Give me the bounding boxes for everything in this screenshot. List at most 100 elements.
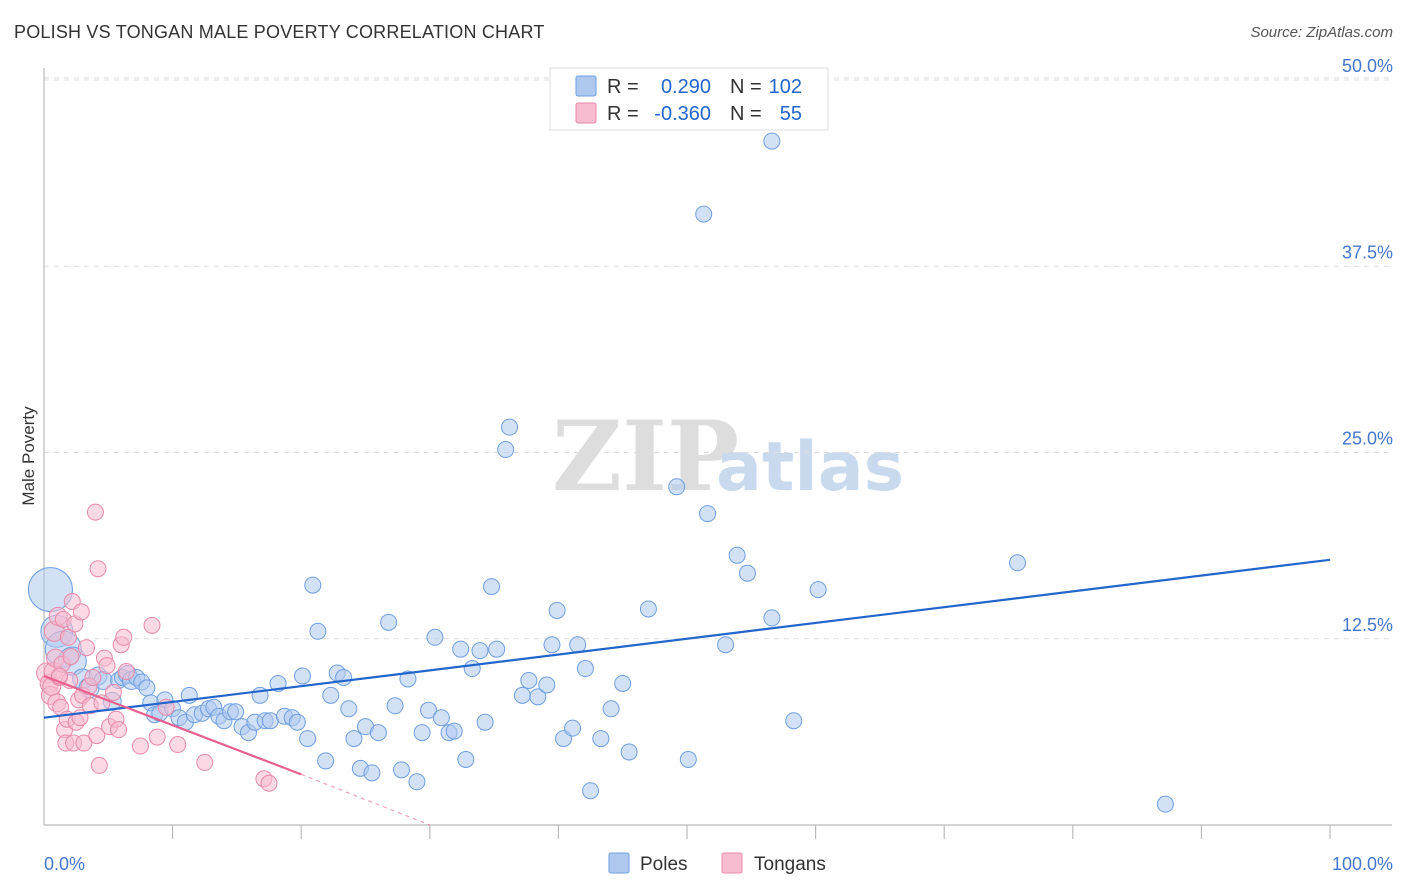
data-point xyxy=(738,564,756,582)
data-point xyxy=(420,701,438,719)
bottom-legend-label-poles: Poles xyxy=(640,854,688,875)
x-axis-ticks xyxy=(172,825,1331,839)
data-point xyxy=(564,719,582,737)
data-point xyxy=(1156,795,1174,813)
data-point xyxy=(380,613,398,631)
data-point xyxy=(763,609,781,627)
legend-r-label-tongans: R = xyxy=(607,103,639,125)
trend-line-extension-tongans xyxy=(300,773,431,826)
data-point xyxy=(513,686,531,704)
data-point xyxy=(543,636,561,654)
data-point xyxy=(104,683,122,701)
legend-n-value-poles: 102 xyxy=(769,76,802,98)
data-point xyxy=(413,724,431,742)
y-tick-labels: 12.5% 25.0% 37.5% 50.0% xyxy=(1342,56,1393,635)
data-point xyxy=(569,636,587,654)
bottom-legend-swatch-tongans xyxy=(721,852,743,874)
watermark: ZIP atlas xyxy=(552,400,904,513)
data-point xyxy=(86,503,104,521)
data-point xyxy=(728,546,746,564)
data-point xyxy=(432,709,450,727)
data-point xyxy=(89,560,107,578)
y-tick-label: 50.0% xyxy=(1342,56,1393,76)
data-point xyxy=(699,505,717,523)
data-point xyxy=(785,712,803,730)
data-point xyxy=(452,640,470,658)
data-point xyxy=(602,700,620,718)
data-point xyxy=(538,676,556,694)
data-point xyxy=(548,601,566,619)
legend-swatch-poles xyxy=(575,75,597,97)
data-point xyxy=(299,730,317,748)
data-point xyxy=(717,636,735,654)
series-poles xyxy=(27,132,1174,813)
source-credit: Source: ZipAtlas.com xyxy=(1250,24,1393,41)
data-point xyxy=(763,132,781,150)
data-point xyxy=(227,703,245,721)
data-point xyxy=(386,697,404,715)
data-point xyxy=(169,736,187,754)
data-point xyxy=(1009,554,1027,572)
data-point xyxy=(110,721,128,739)
data-point xyxy=(84,668,102,686)
data-point xyxy=(695,205,713,223)
correlation-legend: R = 0.290 N = 102 R = -0.360 N = 55 xyxy=(549,67,829,131)
bottom-legend-label-tongans: Tongans xyxy=(754,854,826,875)
data-point xyxy=(445,722,463,740)
data-point xyxy=(335,668,353,686)
bottom-legend-swatch-poles xyxy=(608,852,630,874)
legend-r-value-tongans: -0.360 xyxy=(654,103,711,125)
x-tick-labels: 0.0% 100.0% xyxy=(44,854,1393,874)
bottom-legend: Poles Tongans xyxy=(608,852,826,875)
data-point xyxy=(463,660,481,678)
data-point xyxy=(809,581,827,599)
data-point xyxy=(148,728,166,746)
data-point xyxy=(62,648,80,666)
data-point xyxy=(393,761,411,779)
data-point xyxy=(363,764,381,782)
data-point xyxy=(261,712,279,730)
data-point xyxy=(592,730,610,748)
data-point xyxy=(497,441,515,459)
data-point xyxy=(90,756,108,774)
data-point xyxy=(483,578,501,596)
data-point xyxy=(488,640,506,658)
data-point xyxy=(196,753,214,771)
data-point xyxy=(576,660,594,678)
y-tick-label: 37.5% xyxy=(1342,242,1393,262)
data-point xyxy=(520,671,538,689)
chart-title: POLISH VS TONGAN MALE POVERTY CORRELATIO… xyxy=(14,22,545,42)
watermark-zip: ZIP xyxy=(552,400,739,513)
y-axis-label: Male Poverty xyxy=(19,406,38,506)
trend-line-poles xyxy=(43,558,1331,719)
trend-line-tongans xyxy=(43,674,302,776)
legend-n-value-tongans: 55 xyxy=(780,103,802,125)
data-point xyxy=(115,628,133,646)
data-point xyxy=(471,642,489,660)
data-point xyxy=(345,730,363,748)
data-point xyxy=(72,603,90,621)
legend-swatch-tongans xyxy=(575,102,597,124)
data-point xyxy=(529,688,547,706)
data-point xyxy=(309,622,327,640)
data-point xyxy=(340,700,358,718)
data-point xyxy=(260,774,278,792)
data-point xyxy=(426,628,444,646)
data-point xyxy=(138,679,156,697)
data-point xyxy=(582,782,600,800)
data-point xyxy=(614,674,632,692)
data-point xyxy=(88,727,106,745)
legend-r-value-poles: 0.290 xyxy=(661,76,711,98)
legend-n-label-tongans: N = xyxy=(730,103,762,125)
data-point xyxy=(399,670,417,688)
data-point xyxy=(668,478,686,496)
data-point xyxy=(304,576,322,594)
data-point xyxy=(98,657,116,675)
data-point xyxy=(317,752,335,770)
data-point xyxy=(457,750,475,768)
x-tick-label: 100.0% xyxy=(1332,854,1393,874)
legend-n-label-poles: N = xyxy=(730,76,762,98)
data-point xyxy=(679,750,697,768)
y-tick-label: 12.5% xyxy=(1342,615,1393,635)
data-point xyxy=(75,734,93,752)
